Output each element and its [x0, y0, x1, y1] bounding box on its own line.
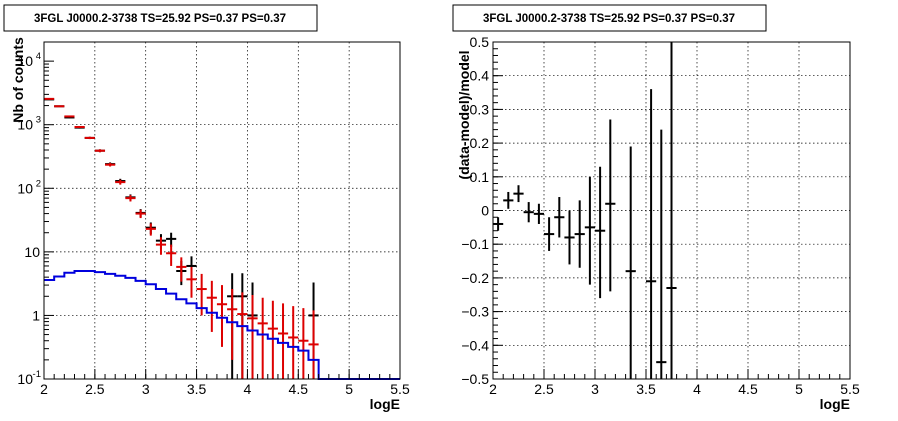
y-tick-label: 1	[32, 307, 40, 323]
y-tick-label: 0	[481, 203, 489, 219]
x-tick-label: 4	[244, 381, 252, 397]
y-tick-label: −0.2	[461, 270, 489, 286]
x-tick-label: 2	[40, 381, 48, 397]
y-tick-label: 0.3	[470, 101, 490, 117]
y-tick-label: 10	[17, 180, 33, 196]
x-tick-label: 2	[489, 381, 497, 397]
grid	[493, 42, 850, 379]
x-tick-label: 2.5	[85, 381, 105, 397]
y-tick-label: −0.5	[461, 371, 489, 387]
x-tick-label: 4.5	[289, 381, 309, 397]
axis-ticks: 2 2.5 3 3.5 4 4.5 5 5.5 −0.5 −0.4 −0.3 −0.2 −0.1 0 0.1…	[461, 34, 860, 397]
grid	[44, 42, 400, 379]
y-tick-exponent: 3	[36, 115, 41, 126]
residual-panel: 3FGL J0000.2-3738 TS=25.92 PS=0.37 PS=0.…	[452, 4, 860, 412]
y-tick-label: 10	[17, 117, 33, 133]
x-tick-label: 3	[142, 381, 150, 397]
y-tick-label: 0.2	[470, 135, 490, 151]
y-axis-label: (data-model)/model	[456, 50, 472, 179]
y-tick-label: 10	[17, 53, 33, 69]
counts-panel: 3FGL J0000.2-3738 TS=25.92 PS=0.37 PS=0.…	[3, 4, 410, 412]
x-tick-label: 5	[345, 381, 353, 397]
y-tick-exponent: 4	[36, 51, 41, 62]
x-tick-label: 4	[693, 381, 701, 397]
y-tick-label: 10	[17, 371, 33, 387]
x-tick-label: 3	[591, 381, 599, 397]
y-tick-exponent: 2	[36, 178, 41, 189]
y-tick-label: −0.1	[461, 236, 489, 252]
x-tick-label: 5	[795, 381, 803, 397]
y-tick-label: 0.4	[470, 68, 490, 84]
x-tick-label: 5.5	[840, 381, 860, 397]
chart-title: 3FGL J0000.2-3738 TS=25.92 PS=0.37 PS=0.…	[483, 13, 735, 25]
plot-frame	[43, 41, 401, 380]
chart-title: 3FGL J0000.2-3738 TS=25.92 PS=0.37 PS=0.…	[34, 13, 286, 25]
x-tick-label: 5.5	[390, 381, 410, 397]
x-tick-label: 4.5	[738, 381, 758, 397]
y-tick-label: 10	[24, 244, 40, 260]
x-tick-label: 2.5	[534, 381, 554, 397]
y-tick-exponent: -1	[33, 369, 41, 380]
title-box	[3, 4, 318, 32]
y-axis-label: Nb of counts	[10, 37, 26, 123]
data-marks	[44, 97, 400, 380]
title-box	[452, 4, 767, 32]
x-axis-label: logE	[370, 396, 400, 412]
model-step-line	[44, 269, 400, 380]
x-axis-label: logE	[820, 396, 850, 412]
x-tick-label: 3.5	[636, 381, 656, 397]
y-tick-label: 0.5	[470, 34, 490, 50]
y-tick-label: 0.1	[470, 169, 490, 185]
x-tick-label: 3.5	[187, 381, 207, 397]
y-tick-label: −0.4	[461, 337, 489, 353]
y-tick-label: −0.3	[461, 304, 489, 320]
